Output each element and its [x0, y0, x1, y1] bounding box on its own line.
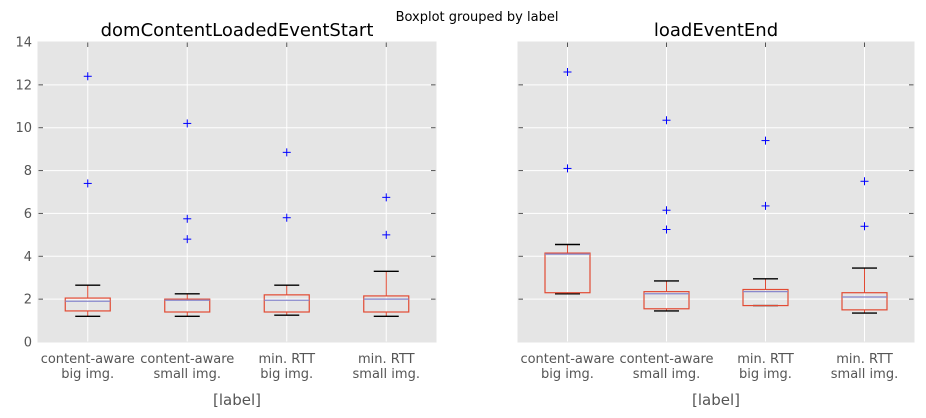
y-tick-label: 6 — [24, 207, 32, 222]
x-tick-label-line: small img. — [831, 367, 898, 382]
box-1 — [64, 72, 111, 317]
x-tick-label-line: min. RTT — [358, 352, 415, 367]
flier-point — [282, 213, 291, 222]
x-tick-label: content-aware small img. — [140, 352, 234, 382]
x-tick-label-line: big img. — [541, 367, 594, 382]
box-body — [363, 295, 410, 313]
plot-background — [38, 42, 436, 342]
x-tick-label: min. RTT small img. — [353, 352, 420, 382]
box-1 — [544, 68, 591, 295]
y-tick-label: 0 — [24, 336, 32, 351]
flier-point — [382, 230, 391, 239]
box-body — [263, 294, 310, 313]
x-tick-label-line: small img. — [633, 367, 700, 382]
x-tick-label: min. RTT big img. — [258, 352, 315, 382]
flier-point — [282, 148, 291, 157]
box-body — [841, 292, 888, 311]
box-3 — [742, 136, 789, 307]
plot-background — [518, 42, 914, 342]
box-body — [643, 291, 690, 310]
box-4 — [363, 193, 410, 317]
flier-point — [860, 222, 869, 231]
x-tick-label-line: small img. — [353, 367, 420, 382]
plot-frame — [37, 41, 437, 343]
x-tick-label-line: small img. — [154, 367, 221, 382]
y-tick-label: 12 — [15, 78, 32, 93]
box-2 — [643, 116, 690, 312]
box-body — [544, 252, 591, 294]
x-tick-label: content-aware small img. — [619, 352, 713, 382]
flier-point — [183, 119, 192, 128]
x-tick-label-line: big img. — [260, 367, 313, 382]
x-tick-label-line: min. RTT — [258, 352, 315, 367]
flier-point — [382, 193, 391, 202]
x-tick-label: min. RTT small img. — [831, 352, 898, 382]
x-tick-label-line: content-aware — [41, 352, 135, 367]
plot-frame — [517, 41, 915, 343]
box-2 — [164, 119, 211, 317]
x-tick-label-line: content-aware — [520, 352, 614, 367]
flier-point — [563, 68, 572, 76]
flier-point — [83, 72, 92, 81]
box-3 — [263, 148, 310, 316]
x-axis-label: [label] — [692, 391, 740, 409]
y-tick-label: 4 — [24, 250, 32, 265]
flier-point — [563, 164, 572, 173]
box-4 — [841, 177, 888, 314]
x-tick-label-line: big img. — [739, 367, 792, 382]
flier-point — [183, 214, 192, 223]
box-body — [64, 297, 111, 312]
x-tick-label: content-aware big img. — [520, 352, 614, 382]
flier-point — [662, 116, 671, 125]
y-tick-label: 8 — [24, 164, 32, 179]
x-tick-label-line: min. RTT — [836, 352, 893, 367]
flier-point — [662, 225, 671, 234]
x-tick-label-line: min. RTT — [737, 352, 794, 367]
panel-2: content-aware big img.content-aware small … — [517, 20, 915, 409]
flier-point — [183, 235, 192, 244]
flier-point — [761, 136, 770, 145]
x-tick-label-line: content-aware — [140, 352, 234, 367]
x-tick-label-line: content-aware — [619, 352, 713, 367]
x-tick-label-line: big img. — [61, 367, 114, 382]
x-tick-label: content-aware big img. — [41, 352, 135, 382]
x-tick-label: min. RTT big img. — [737, 352, 794, 382]
flier-point — [860, 177, 869, 186]
box-body — [742, 288, 789, 307]
figure-suptitle: Boxplot grouped by label — [396, 10, 559, 25]
box-body — [164, 298, 211, 313]
y-tick-label: 10 — [15, 121, 32, 136]
flier-point — [761, 201, 770, 210]
y-tick-label: 2 — [24, 293, 32, 308]
flier-point — [83, 179, 92, 188]
panel-title: domContentLoadedEventStart — [101, 20, 374, 41]
y-tick-label: 14 — [15, 36, 32, 51]
flier-point — [662, 206, 671, 215]
x-axis-label: [label] — [213, 391, 261, 409]
panel-title: loadEventEnd — [654, 20, 778, 41]
